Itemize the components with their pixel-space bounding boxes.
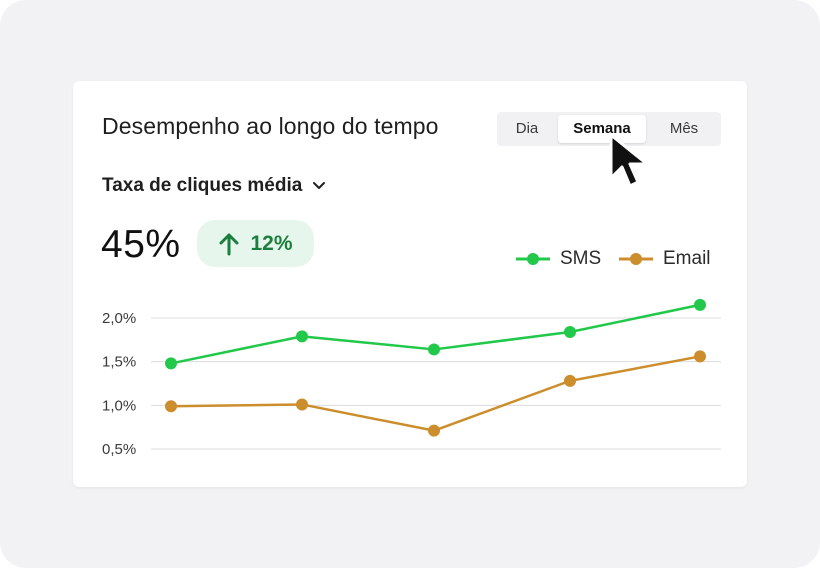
series-line-email bbox=[170, 355, 701, 432]
legend-swatch-sms bbox=[516, 253, 550, 265]
metric-value: 45% bbox=[101, 223, 181, 266]
legend-swatch-email bbox=[619, 253, 653, 265]
data-point-email[interactable] bbox=[428, 424, 440, 437]
delta-badge: 12% bbox=[197, 220, 314, 267]
data-point-sms[interactable] bbox=[694, 298, 706, 311]
metric-dropdown-label: Taxa de cliques média bbox=[102, 175, 303, 196]
data-point-sms[interactable] bbox=[165, 357, 177, 370]
metric-dropdown[interactable]: Taxa de cliques média bbox=[102, 175, 326, 197]
line-chart: 2,0% 1,5% 1,0% 0,5% bbox=[102, 298, 721, 458]
mouse-cursor-icon bbox=[609, 133, 649, 188]
data-point-email[interactable] bbox=[694, 350, 706, 363]
data-point-email[interactable] bbox=[564, 374, 576, 387]
performance-card: Desempenho ao longo do tempo Dia Semana … bbox=[73, 81, 747, 487]
chevron-down-icon bbox=[313, 182, 326, 189]
tab-mes[interactable]: Mês bbox=[669, 120, 699, 137]
period-segmented-control: Dia Semana Mês bbox=[497, 112, 721, 146]
y-tick-label: 0,5% bbox=[102, 441, 136, 458]
card-title: Desempenho ao longo do tempo bbox=[102, 113, 439, 139]
legend-item-sms: SMS bbox=[516, 247, 601, 271]
data-point-sms[interactable] bbox=[296, 330, 308, 343]
tab-dia[interactable]: Dia bbox=[515, 120, 539, 137]
data-point-sms[interactable] bbox=[428, 343, 440, 356]
legend-label-sms: SMS bbox=[560, 248, 602, 269]
tab-semana[interactable]: Semana bbox=[558, 115, 646, 143]
legend-item-email: Email bbox=[619, 247, 711, 271]
data-point-email[interactable] bbox=[165, 400, 177, 413]
data-point-email[interactable] bbox=[296, 398, 308, 411]
data-point-sms[interactable] bbox=[564, 325, 576, 338]
arrow-up-icon bbox=[219, 233, 239, 255]
y-tick-label: 1,0% bbox=[102, 397, 136, 414]
y-tick-label: 1,5% bbox=[102, 354, 136, 371]
delta-value: 12% bbox=[250, 231, 293, 255]
y-tick-label: 2,0% bbox=[102, 310, 136, 327]
legend-label-email: Email bbox=[663, 248, 711, 269]
